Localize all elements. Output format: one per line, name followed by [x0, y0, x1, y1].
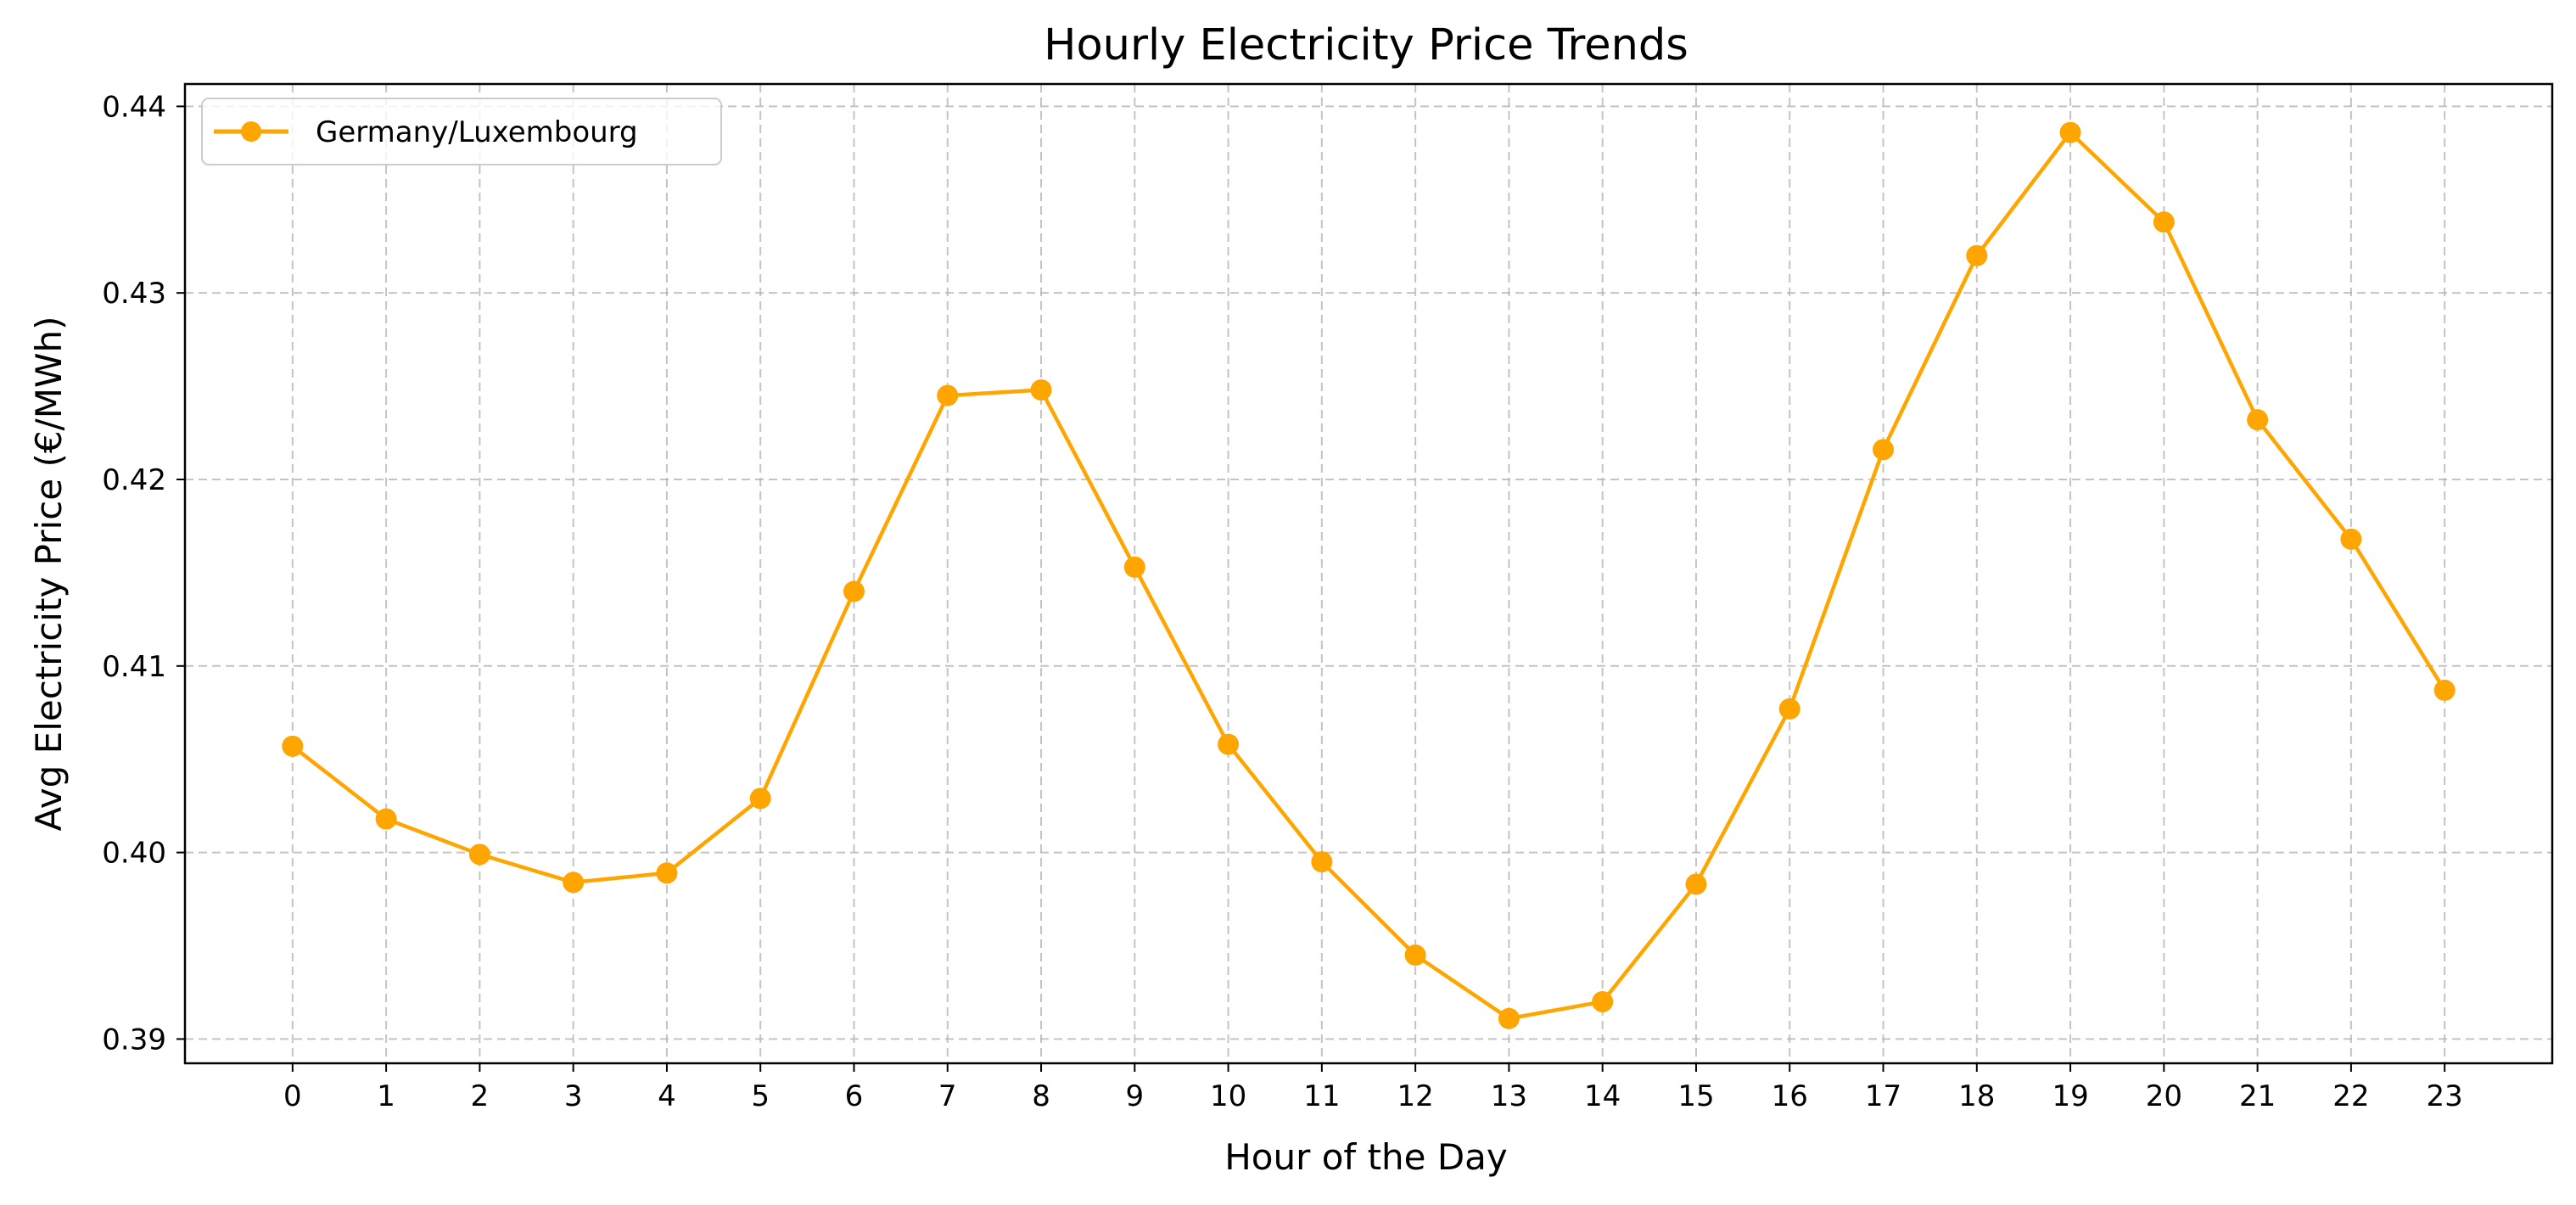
x-tick-label-18: 18 [1958, 1079, 1995, 1113]
x-tick-label-17: 17 [1865, 1079, 1901, 1113]
series-layer [282, 121, 2456, 1029]
data-point-7 [937, 384, 959, 406]
x-tick-label-11: 11 [1303, 1079, 1340, 1113]
x-tick-label-0: 0 [283, 1079, 302, 1113]
data-point-15 [1685, 873, 1707, 895]
data-point-0 [282, 735, 304, 757]
data-point-20 [2153, 211, 2175, 233]
x-tick-label-10: 10 [1210, 1079, 1246, 1113]
x-tick-label-13: 13 [1491, 1079, 1527, 1113]
y-axis-title: Avg Electricity Price (€/MWh) [28, 317, 70, 832]
data-point-14 [1592, 990, 1614, 1012]
x-tick-label-15: 15 [1677, 1079, 1714, 1113]
data-point-10 [1218, 733, 1240, 755]
data-point-2 [468, 844, 490, 866]
data-point-1 [375, 808, 397, 830]
data-point-22 [2340, 528, 2362, 550]
y-tick-label-4: 0.43 [102, 277, 166, 311]
y-tick-label-5: 0.44 [102, 90, 166, 124]
data-point-4 [656, 862, 678, 884]
x-axis-title: Hour of the Day [1224, 1136, 1508, 1178]
x-tick-label-7: 7 [938, 1079, 957, 1113]
x-tick-label-22: 22 [2332, 1079, 2369, 1113]
legend-box [201, 98, 722, 165]
x-tick-label-3: 3 [564, 1079, 583, 1113]
data-point-12 [1404, 944, 1426, 967]
x-tick-label-2: 2 [471, 1079, 490, 1113]
series-line-0 [290, 130, 2447, 1021]
data-point-6 [843, 580, 865, 602]
x-tick-label-5: 5 [751, 1079, 770, 1113]
x-tick-label-9: 9 [1125, 1079, 1144, 1113]
y-tick-label-1: 0.40 [102, 837, 166, 871]
x-tick-label-16: 16 [1772, 1079, 1808, 1113]
x-tick-label-14: 14 [1584, 1079, 1621, 1113]
x-tick-label-1: 1 [377, 1079, 395, 1113]
data-point-9 [1123, 556, 1145, 578]
chart-title: Hourly Electricity Price Trends [1044, 20, 1688, 70]
legend-marker [241, 121, 261, 142]
data-point-3 [563, 872, 585, 894]
y-tick-label-3: 0.42 [102, 463, 166, 497]
data-point-11 [1311, 851, 1333, 873]
data-point-17 [1873, 439, 1895, 461]
data-point-19 [2059, 121, 2081, 143]
data-point-5 [749, 787, 771, 810]
y-tick-label-2: 0.41 [102, 650, 166, 684]
x-tick-label-20: 20 [2146, 1079, 2182, 1113]
x-tick-label-21: 21 [2239, 1079, 2276, 1113]
y-tick-label-0: 0.39 [102, 1023, 166, 1056]
plot-frame [183, 82, 2554, 1065]
x-tick-label-12: 12 [1397, 1079, 1434, 1113]
data-point-21 [2247, 409, 2269, 431]
legend: Germany/Luxembourg [201, 98, 722, 165]
x-tick-label-4: 4 [658, 1079, 676, 1113]
legend-label: Germany/Luxembourg [316, 115, 638, 149]
x-tick-label-23: 23 [2427, 1079, 2463, 1113]
data-point-23 [2433, 679, 2456, 701]
x-tick-label-6: 6 [845, 1079, 864, 1113]
x-tick-label-8: 8 [1032, 1079, 1050, 1113]
data-point-18 [1966, 244, 1988, 266]
tick-labels: 0 1 2 3 4 5 6 7 8 9 10 11 12 13 14 15 16 17 18 19 20 21 22 230.… [102, 90, 2463, 1113]
x-tick-label-19: 19 [2052, 1079, 2088, 1113]
data-point-13 [1498, 1007, 1520, 1029]
data-point-16 [1778, 698, 1800, 720]
data-point-8 [1030, 378, 1052, 401]
axes [176, 82, 2554, 1072]
